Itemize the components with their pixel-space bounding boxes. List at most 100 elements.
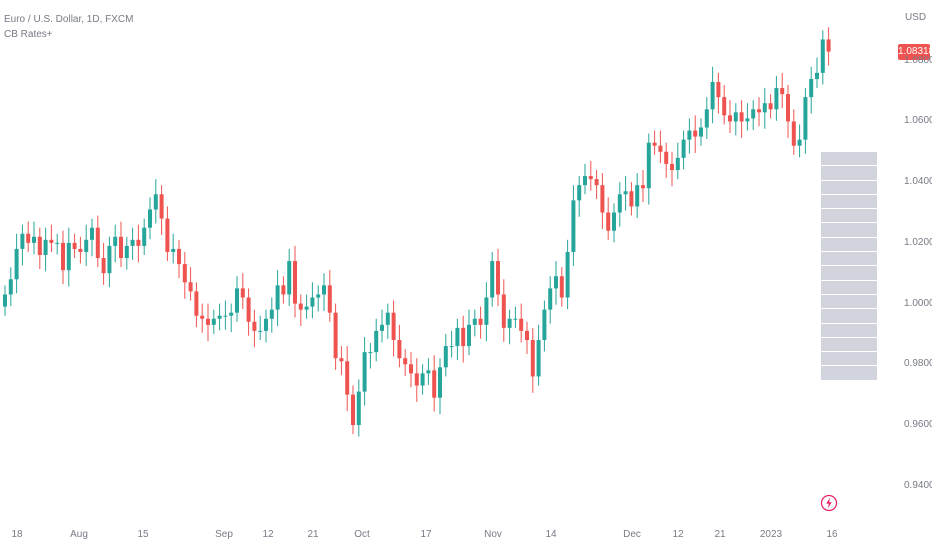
candle-body[interactable] — [217, 315, 222, 319]
candle-body[interactable] — [530, 340, 535, 377]
candle-body[interactable] — [177, 248, 181, 265]
candle-body[interactable] — [351, 394, 355, 425]
candle-body[interactable] — [345, 361, 350, 395]
candle-body[interactable] — [119, 236, 123, 259]
candle-body[interactable] — [95, 227, 100, 259]
candle-body[interactable] — [385, 312, 390, 325]
candle-body[interactable] — [298, 303, 303, 310]
candle-body[interactable] — [774, 88, 779, 110]
candle-body[interactable] — [391, 312, 396, 340]
candle-body[interactable] — [513, 318, 518, 320]
candle-body[interactable] — [548, 288, 553, 310]
candle-body[interactable] — [101, 258, 106, 274]
candle-body[interactable] — [681, 139, 686, 158]
candle-body[interactable] — [20, 233, 25, 249]
candle-body[interactable] — [536, 340, 541, 377]
candle-body[interactable] — [704, 109, 709, 128]
candle-body[interactable] — [275, 285, 280, 310]
candle-body[interactable] — [635, 185, 640, 207]
candle-body[interactable] — [316, 294, 321, 298]
candle-body[interactable] — [420, 373, 425, 386]
candle-body[interactable] — [594, 179, 599, 186]
candle-body[interactable] — [55, 242, 60, 244]
candle-body[interactable] — [37, 236, 42, 255]
candle-body[interactable] — [501, 294, 506, 328]
candle-body[interactable] — [356, 391, 361, 425]
candle-body[interactable] — [8, 279, 13, 295]
candle-body[interactable] — [188, 282, 193, 292]
candle-body[interactable] — [675, 157, 680, 170]
candle-body[interactable] — [258, 330, 263, 332]
candle-body[interactable] — [606, 212, 611, 231]
candle-body[interactable] — [252, 321, 257, 331]
candle-body[interactable] — [722, 97, 727, 116]
candle-body[interactable] — [240, 288, 245, 298]
candle-body[interactable] — [339, 358, 344, 362]
candle-body[interactable] — [66, 242, 71, 271]
candle-body[interactable] — [438, 367, 442, 398]
candle-body[interactable] — [699, 127, 703, 137]
candle-body[interactable] — [14, 248, 19, 280]
candle-body[interactable] — [153, 194, 158, 210]
candle-body[interactable] — [461, 327, 466, 347]
candle-body[interactable] — [577, 185, 582, 201]
candle-body[interactable] — [786, 94, 790, 122]
candle-body[interactable] — [61, 242, 65, 271]
symbol-title[interactable]: Euro / U.S. Dollar, 1D, FXCM — [4, 14, 134, 25]
candle-body[interactable] — [496, 261, 500, 295]
candle-body[interactable] — [687, 130, 692, 140]
candle-body[interactable] — [658, 145, 663, 152]
candle-body[interactable] — [745, 118, 750, 122]
candle-body[interactable] — [826, 39, 831, 52]
candle-body[interactable] — [646, 142, 651, 189]
candle-body[interactable] — [322, 285, 326, 295]
candle-body[interactable] — [403, 358, 408, 365]
candle-body[interactable] — [246, 297, 251, 322]
candle-body[interactable] — [571, 200, 576, 252]
candle-body[interactable] — [90, 227, 94, 240]
candle-body[interactable] — [588, 176, 593, 180]
candle-body[interactable] — [333, 312, 338, 359]
candle-body[interactable] — [542, 309, 547, 340]
candle-body[interactable] — [211, 318, 216, 325]
candle-body[interactable] — [397, 340, 402, 359]
candle-body[interactable] — [617, 194, 622, 213]
candle-body[interactable] — [484, 297, 489, 325]
flash-icon[interactable] — [820, 494, 838, 512]
candle-body[interactable] — [223, 315, 228, 317]
candle-body[interactable] — [264, 318, 268, 331]
candle-body[interactable] — [287, 261, 292, 295]
candle-body[interactable] — [142, 227, 147, 246]
candle-body[interactable] — [171, 248, 176, 252]
candle-body[interactable] — [78, 248, 83, 252]
candle-body[interactable] — [130, 239, 135, 246]
candle-body[interactable] — [525, 330, 529, 340]
candle-body[interactable] — [72, 242, 77, 249]
candle-body[interactable] — [739, 112, 744, 122]
candle-body[interactable] — [612, 212, 616, 231]
candle-body[interactable] — [206, 318, 210, 325]
candle-body[interactable] — [159, 194, 164, 219]
candle-body[interactable] — [368, 352, 373, 354]
candle-body[interactable] — [229, 312, 234, 316]
candle-body[interactable] — [165, 218, 170, 252]
candle-body[interactable] — [310, 297, 315, 307]
candle-body[interactable] — [815, 72, 819, 79]
candle-body[interactable] — [768, 103, 773, 110]
candle-body[interactable] — [780, 88, 785, 95]
candle-body[interactable] — [809, 78, 814, 98]
candle-body[interactable] — [797, 139, 802, 146]
candle-body[interactable] — [380, 324, 384, 331]
candle-body[interactable] — [136, 239, 141, 246]
candle-body[interactable] — [554, 276, 558, 289]
candle-body[interactable] — [49, 239, 54, 243]
candle-body[interactable] — [710, 81, 715, 110]
candle-body[interactable] — [43, 239, 48, 255]
candle-body[interactable] — [426, 370, 431, 374]
candle-body[interactable] — [113, 236, 118, 246]
indicator-name[interactable]: CB Rates+ — [4, 29, 53, 40]
candle-body[interactable] — [409, 364, 413, 374]
candle-body[interactable] — [281, 285, 286, 295]
candle-body[interactable] — [757, 109, 761, 113]
